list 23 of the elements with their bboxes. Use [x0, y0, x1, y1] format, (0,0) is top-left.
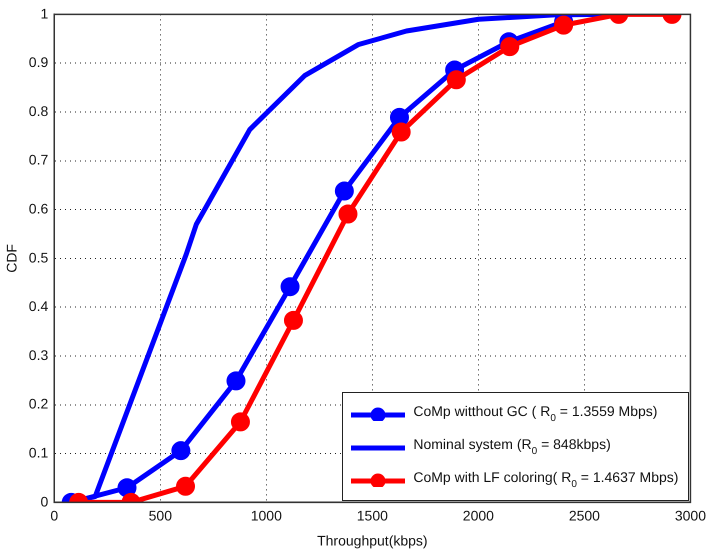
x-tick-label: 2500 [568, 508, 600, 524]
x-tick-label: 1500 [356, 508, 388, 524]
legend-label: Nominal system (R$_{0}$ = 848kbps) [413, 436, 611, 458]
y-tick-label: 0.9 [28, 54, 48, 70]
legend-label: CoMp with LF coloring( R$_{0}$ = 1.4637 Mbps) [413, 469, 678, 490]
y-tick-label: 0.5 [28, 249, 48, 266]
x-tick-label: 2000 [462, 508, 494, 524]
x-tick-label: 1000 [250, 508, 282, 524]
y-tick-label: 0.4 [28, 298, 48, 314]
x-tick-label: 3000 [674, 508, 706, 524]
x-tick-label: 500 [148, 508, 172, 524]
y-tick-label: 0.8 [28, 102, 48, 119]
x-tick-label: 0 [50, 508, 58, 524]
x-axis-title: Throughput(kbps) [317, 532, 428, 548]
y-tick-label: 1 [40, 5, 48, 22]
y-tick-label: 0.6 [28, 200, 48, 216]
legend-label: CoMp witthout GC ( R$_{0}$ = 1.3559 Mbps) [413, 403, 658, 424]
y-axis-title: CDF [3, 244, 20, 273]
y-tick-label: 0.2 [28, 396, 48, 412]
y-tick-label: 0.7 [28, 152, 48, 168]
y-tick-label: 0.1 [28, 444, 48, 460]
y-tick-label: 0.3 [28, 346, 48, 363]
y-tick-label: 0 [40, 493, 48, 510]
